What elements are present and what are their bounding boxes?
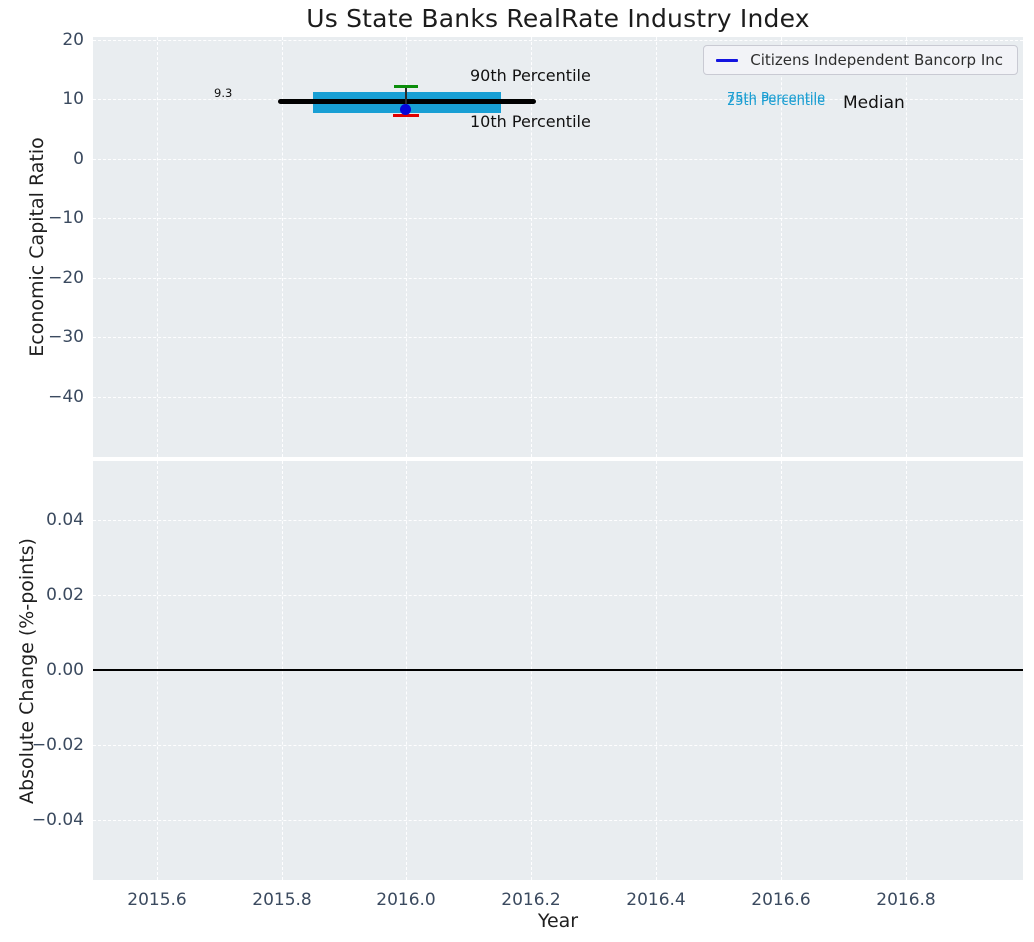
ytick-top: −40: [48, 387, 84, 407]
gridline-y: [93, 337, 1023, 338]
ytick-top: 0: [73, 149, 84, 169]
ytick-top: 10: [62, 89, 84, 109]
p90-cap: [394, 85, 418, 88]
x-axis-label: Year: [537, 910, 579, 932]
gridline-y: [93, 397, 1023, 398]
p25-annotation: 25th Percentile: [727, 94, 826, 109]
gridline-x: [157, 37, 158, 457]
xtick: 2016.0: [376, 890, 436, 910]
ytick-top: −10: [48, 208, 84, 228]
ytick-bottom: 0.00: [46, 660, 84, 680]
ytick-bottom: 0.04: [46, 510, 84, 530]
xtick: 2015.6: [127, 890, 187, 910]
top-y-axis-label: Economic Capital Ratio: [26, 137, 48, 357]
xtick: 2016.8: [876, 890, 936, 910]
company-point-marker: [400, 104, 411, 115]
xtick: 2016.2: [501, 890, 561, 910]
gridline-x: [906, 37, 907, 457]
median-value-label: 9.3: [214, 86, 233, 100]
gridline-x: [656, 37, 657, 457]
legend: Citizens Independent Bancorp Inc: [703, 45, 1018, 75]
gridline-x: [282, 37, 283, 457]
gridline-y: [93, 520, 1023, 521]
p10-cap: [393, 114, 419, 117]
gridline-x: [406, 37, 407, 457]
bottom-plot-area: [93, 461, 1023, 880]
ytick-top: 20: [62, 30, 84, 50]
p90-annotation: 90th Percentile: [470, 66, 591, 85]
median-line: [278, 99, 536, 104]
bottom-y-axis-label: Absolute Change (%-points): [16, 538, 38, 804]
whisker-line: [405, 87, 407, 108]
ytick-top: −30: [48, 327, 84, 347]
xtick: 2016.4: [626, 890, 686, 910]
ytick-top: −20: [48, 268, 84, 288]
xtick: 2015.8: [252, 890, 312, 910]
gridline-y: [93, 40, 1023, 41]
gridline-y: [93, 595, 1023, 596]
gridline-y: [93, 218, 1023, 219]
chart-title: Us State Banks RealRate Industry Index: [306, 4, 810, 33]
gridline-y: [93, 159, 1023, 160]
gridline-y: [93, 99, 1023, 100]
zero-line: [93, 669, 1023, 671]
gridline-x: [781, 37, 782, 457]
gridline-x: [531, 37, 532, 457]
xtick: 2016.6: [751, 890, 811, 910]
top-plot-area: [93, 37, 1023, 457]
ytick-bottom: −0.02: [31, 735, 84, 755]
ytick-bottom: −0.04: [31, 810, 84, 830]
legend-line-icon: [716, 58, 739, 62]
ytick-bottom: 0.02: [46, 585, 84, 605]
p75-annotation: 75th Percentile: [727, 91, 826, 106]
gridline-y: [93, 820, 1023, 821]
median-annotation: Median: [843, 93, 905, 113]
gridline-y: [93, 745, 1023, 746]
legend-label: Citizens Independent Bancorp Inc: [750, 51, 1003, 69]
gridline-y: [93, 278, 1023, 279]
p10-annotation: 10th Percentile: [470, 112, 591, 131]
